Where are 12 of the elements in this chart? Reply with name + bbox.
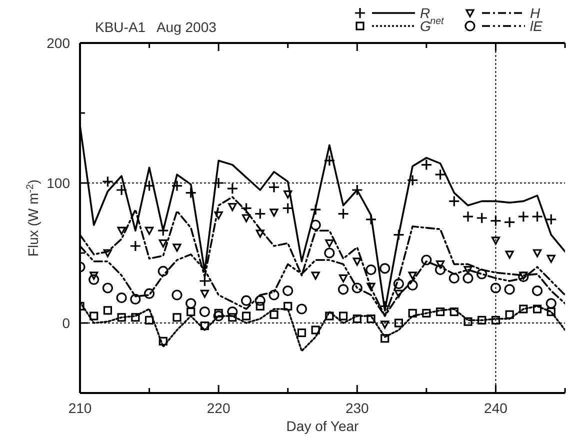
y-tick-label: 0 — [62, 315, 70, 331]
x-tick-label: 210 — [68, 400, 92, 416]
x-axis-title: Day of Year — [286, 418, 360, 434]
legend-label: H — [530, 5, 541, 21]
legend-label: G — [420, 18, 431, 34]
y-tick-label: 100 — [46, 175, 70, 191]
y-tick-label: 200 — [46, 35, 70, 51]
legend-label: lE — [530, 18, 544, 34]
x-tick-label: 240 — [484, 400, 508, 416]
x-tick-label: 230 — [345, 400, 370, 416]
x-tick-label: 220 — [206, 400, 230, 416]
chart-title: KBU-A1 Aug 2003 — [95, 19, 217, 35]
